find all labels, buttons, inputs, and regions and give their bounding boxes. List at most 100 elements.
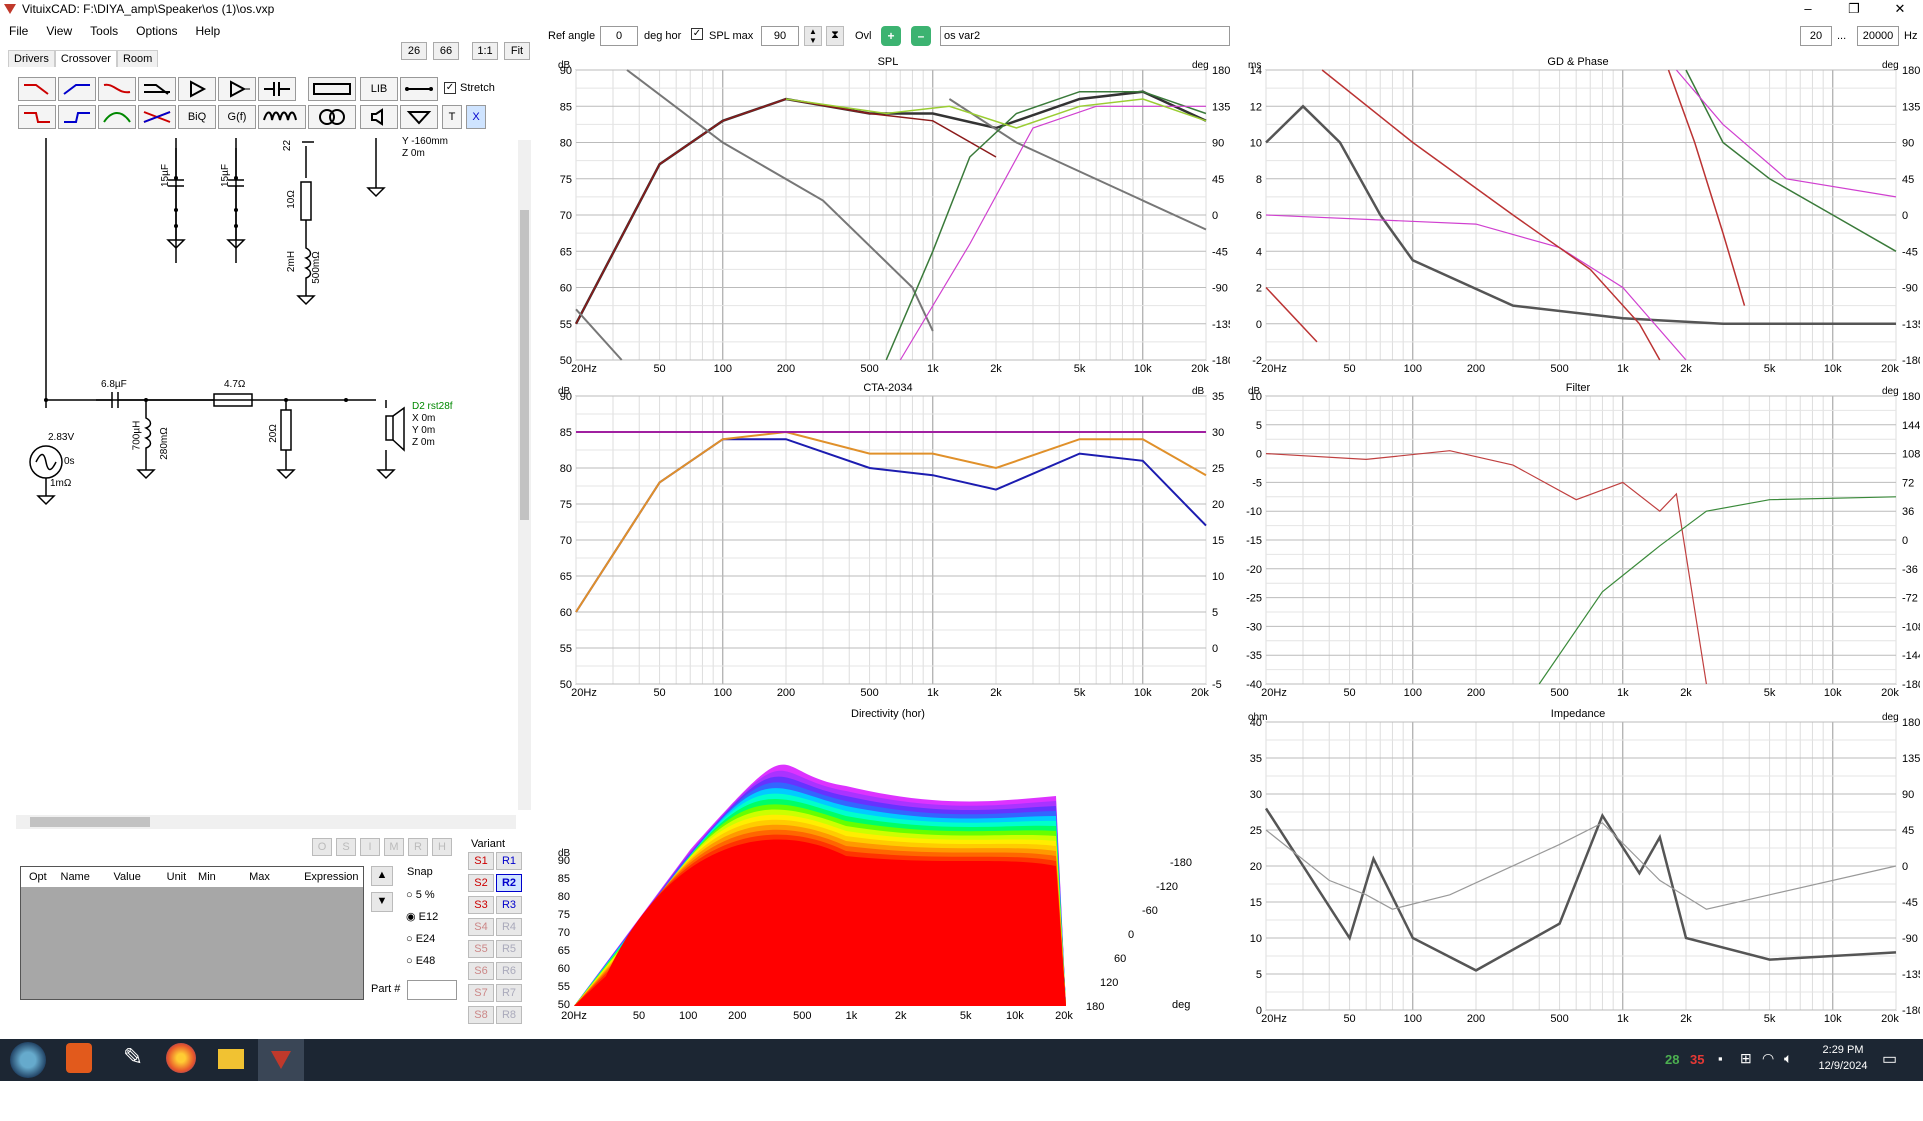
spl-max-input[interactable] [761, 26, 799, 46]
close-button[interactable]: ✕ [1894, 1, 1906, 16]
variant-r7-button[interactable]: R7 [496, 984, 522, 1002]
variant-s2-button[interactable]: S2 [468, 874, 494, 892]
network-icon[interactable]: ⊞ [1740, 1050, 1752, 1066]
hourglass-button[interactable]: ⧗ [826, 26, 844, 46]
freq-max-input[interactable] [1857, 26, 1899, 46]
ref-angle-input[interactable] [600, 26, 638, 46]
brave-browser-icon[interactable] [66, 1043, 92, 1073]
transfer-function-button[interactable]: G(f) [218, 105, 256, 129]
maximize-button[interactable]: ❐ [1848, 1, 1860, 16]
horizontal-scrollbar[interactable] [16, 815, 516, 829]
opt-s-button[interactable]: S [336, 838, 356, 856]
wifi-icon[interactable]: ◠ [1762, 1050, 1775, 1066]
buffer-button[interactable] [178, 77, 216, 101]
tool-app-icon[interactable]: ✎ [122, 1044, 144, 1071]
highpass-1-button[interactable] [58, 77, 96, 101]
opt-o-button[interactable]: O [312, 838, 332, 856]
overlay-name-input[interactable] [940, 26, 1230, 46]
variant-r2-button[interactable]: R2 [496, 874, 522, 892]
firefox-icon[interactable] [166, 1043, 196, 1073]
variant-s6-button[interactable]: S6 [468, 962, 494, 980]
opt-i-button[interactable]: I [360, 838, 380, 856]
variant-s3-button[interactable]: S3 [468, 896, 494, 914]
driver-button[interactable] [360, 105, 398, 129]
start-button-icon[interactable] [10, 1042, 46, 1078]
parameter-table[interactable]: Opt Name Value Unit Min Max Expression [20, 866, 364, 1000]
library-button[interactable]: LIB [360, 77, 398, 101]
bandpass-button[interactable] [98, 105, 136, 129]
highpass-3-button[interactable] [58, 105, 96, 129]
variant-r6-button[interactable]: R6 [496, 962, 522, 980]
zoom-66-button[interactable]: 66 [433, 42, 459, 60]
clock-date[interactable]: 12/9/2024 [1818, 1060, 1868, 1072]
capacitor-button[interactable] [258, 77, 296, 101]
add-overlay-button[interactable]: + [881, 26, 901, 46]
file-explorer-icon[interactable] [218, 1049, 244, 1069]
variant-r8-button[interactable]: R8 [496, 1006, 522, 1024]
notifications-icon[interactable]: ▭ [1882, 1051, 1898, 1068]
ground-button[interactable] [400, 105, 438, 129]
opt-r-button[interactable]: R [408, 838, 428, 856]
volume-icon[interactable]: 🔈︎ [1784, 1050, 1793, 1066]
resistor-button[interactable] [308, 77, 356, 101]
variant-r5-button[interactable]: R5 [496, 940, 522, 958]
variant-s5-button[interactable]: S5 [468, 940, 494, 958]
filter-chart[interactable]: Filter 10 5 0 -5 -10 -15 -20 -25 -30 -35 -40 180 144 1… [1236, 380, 1923, 700]
impedance-chart[interactable]: Impedance 40 35 30 25 20 15 10 5 0 180 135 90 45 0 -45-… [1236, 706, 1923, 1025]
remove-overlay-button[interactable]: – [911, 26, 931, 46]
snap-e24-radio[interactable]: ○ E24 [406, 933, 436, 945]
gpu-icon[interactable]: ▪ [1718, 1051, 1723, 1066]
variant-s8-button[interactable]: S8 [468, 1006, 494, 1024]
variant-r4-button[interactable]: R4 [496, 918, 522, 936]
gd-phase-chart[interactable]: GD & Phase 14 12 10 8 6 4 2 0 -2 180 135 90 45 0 -45 -90… [1236, 54, 1923, 376]
tab-room[interactable]: Room [116, 50, 159, 67]
text-button[interactable]: T [442, 105, 462, 129]
menu-view[interactable]: View [46, 24, 73, 38]
inductor-button[interactable] [258, 105, 306, 129]
snap-5-radio[interactable]: ○ 5 % [406, 889, 435, 901]
allpass-button[interactable] [138, 77, 176, 101]
crossover-button[interactable] [138, 105, 176, 129]
menu-file[interactable]: File [9, 24, 29, 38]
zoom-fit-button[interactable]: Fit [504, 42, 530, 60]
crossover-schematic[interactable] [16, 138, 521, 818]
freq-min-input[interactable] [1800, 26, 1832, 46]
variant-r1-button[interactable]: R1 [496, 852, 522, 870]
minimize-button[interactable]: – [1804, 1, 1812, 16]
zoom-1-1-button[interactable]: 1:1 [472, 42, 498, 60]
tab-crossover[interactable]: Crossover [54, 50, 117, 67]
vertical-scroll-thumb[interactable] [520, 210, 529, 520]
wire-button[interactable] [400, 77, 438, 101]
menu-tools[interactable]: Tools [90, 24, 119, 38]
part-number-input[interactable] [407, 980, 457, 1000]
horizontal-scroll-thumb[interactable] [30, 817, 150, 827]
lowpass-2-button[interactable] [98, 77, 136, 101]
snap-e12-radio[interactable]: ◉ E12 [406, 911, 439, 923]
zoom-26-button[interactable]: 26 [401, 42, 427, 60]
opt-h-button[interactable]: H [432, 838, 452, 856]
variant-s7-button[interactable]: S7 [468, 984, 494, 1002]
menu-options[interactable]: Options [136, 24, 178, 38]
opt-m-button[interactable]: M [384, 838, 404, 856]
variant-r3-button[interactable]: R3 [496, 896, 522, 914]
opamp-button[interactable] [218, 77, 256, 101]
stretch-checkbox[interactable]: ✓ Stretch [444, 82, 495, 94]
move-down-button[interactable]: ▼ [371, 892, 393, 912]
spl-chart[interactable]: SPL 90 85 80 75 70 65 60 55 50 180 135 90 45 0 -45 -90 -1… [546, 54, 1234, 376]
menu-help[interactable]: Help [195, 24, 221, 38]
biquad-button[interactable]: BiQ [178, 105, 216, 129]
spl-max-checkbox[interactable]: ✓ [691, 28, 703, 40]
variant-s4-button[interactable]: S4 [468, 918, 494, 936]
move-up-button[interactable]: ▲ [371, 866, 393, 886]
cta-2034-chart[interactable]: CTA-2034 90 85 80 75 70 65 60 55 50 35 30 25 20 15 10 5 0… [546, 380, 1230, 700]
vertical-scrollbar[interactable] [518, 140, 531, 810]
directivity-chart[interactable]: Directivity (hor) 90 85 80 75 70 65 60 55 50 dB 20H… [546, 706, 1230, 1024]
lowpass-3-button[interactable] [18, 105, 56, 129]
spl-spinner[interactable]: ▲ ▼ [804, 26, 822, 46]
tab-drivers[interactable]: Drivers [8, 50, 55, 67]
snap-options[interactable]: ○ 5 % ◉ E12 ○ E24 ○ E48 [406, 884, 438, 972]
transformer-button[interactable] [308, 105, 356, 129]
vituixcad-taskbar-icon[interactable] [258, 1039, 304, 1081]
snap-e48-radio[interactable]: ○ E48 [406, 955, 436, 967]
variant-s1-button[interactable]: S1 [468, 852, 494, 870]
